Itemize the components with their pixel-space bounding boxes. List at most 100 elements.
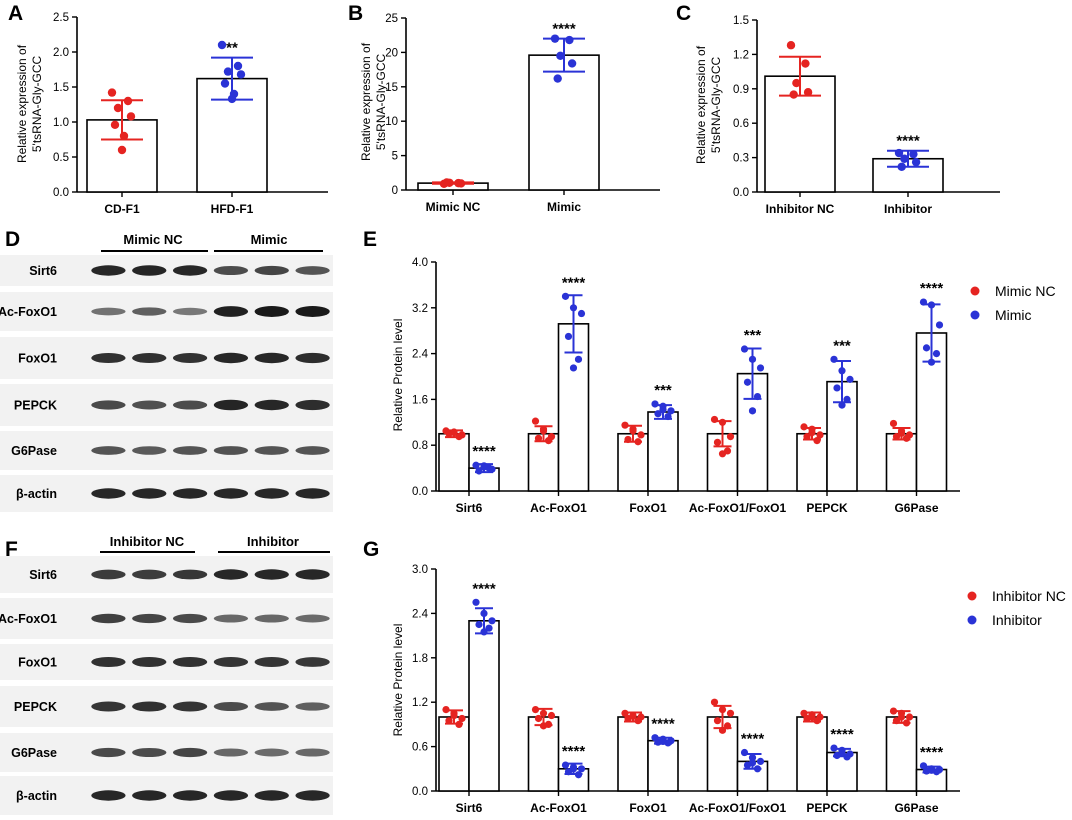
ctrl-4-point [808, 429, 816, 437]
cat-1-point [223, 67, 233, 76]
blot-d-row-label: PEPCK [14, 399, 57, 413]
x-tick-label: Sirt6 [456, 801, 483, 815]
cat-1-point [565, 35, 574, 45]
blot-band [213, 446, 249, 455]
blot-f-row-label: Sirt6 [29, 568, 57, 582]
blot-band [132, 613, 167, 624]
x-tick-label: CD-F1 [104, 202, 140, 216]
treat-3-point [740, 345, 749, 353]
significance-label: **** [920, 280, 944, 297]
blot-f-row-label: G6Pase [11, 746, 57, 760]
cat-1-point [900, 154, 909, 163]
treat-4-point [846, 375, 854, 383]
panel-c-label: C [676, 2, 691, 25]
panel-a-ylabel-line1: Relative expression of [15, 44, 29, 163]
panel-e-label: E [363, 228, 377, 251]
ctrl-2-point [621, 421, 629, 429]
x-tick-label: Ac-FoxO1 [530, 501, 587, 515]
y-tick-label: 4.0 [412, 257, 428, 269]
cat-1-point [909, 149, 918, 159]
y-tick-label: 5 [392, 151, 398, 163]
significance-label: **** [562, 743, 586, 760]
legend-label: Mimic NC [995, 283, 1056, 299]
treat-5-point [927, 766, 936, 774]
treat-4-point [838, 401, 846, 409]
treat-2-bar [647, 411, 679, 492]
cat-1-point [220, 79, 230, 88]
ctrl-2-point [629, 712, 637, 720]
y-tick-label: 3.0 [412, 564, 428, 576]
legend-marker [967, 591, 977, 601]
significance-label: *** [744, 327, 762, 344]
y-tick-label: 20 [385, 47, 398, 59]
treat-1-point [564, 332, 573, 341]
ctrl-3-point [723, 722, 732, 730]
panel-g-label: G [363, 538, 379, 561]
blot-band [132, 265, 167, 276]
blot-band [132, 790, 167, 801]
treat-1-point [577, 309, 586, 318]
ctrl-4-point [800, 423, 808, 431]
x-tick-label: G6Pase [894, 801, 938, 815]
blot-band [91, 790, 126, 801]
blot-band [172, 569, 208, 580]
significance-label: **** [472, 580, 496, 597]
treat-3-point [748, 355, 757, 363]
cat-1-point [236, 70, 246, 79]
significance-label: *** [833, 337, 851, 354]
panel-f-label: F [5, 538, 18, 561]
y-tick-label: 0.9 [733, 84, 749, 96]
ctrl-4-bar [796, 716, 828, 792]
y-tick-label: 25 [385, 13, 398, 25]
treat-1-point [569, 364, 578, 372]
treat-1-point [561, 761, 570, 769]
ctrl-2-bar [617, 432, 649, 492]
blot-d-row-label: Sirt6 [29, 264, 57, 278]
panel-b-ylabel-line2: 5'tsRNA-Gly-GCC [374, 54, 388, 151]
blot-f-group-2: Inhibitor [247, 534, 299, 549]
blot-band [213, 488, 249, 499]
blot-band [295, 352, 330, 364]
ctrl-1-point [539, 427, 548, 435]
significance-label: **** [830, 726, 854, 743]
ctrl-5-point [897, 429, 906, 437]
cat-1-point [227, 94, 237, 104]
treat-3-point [756, 757, 765, 766]
blot-f-row-label: PEPCK [14, 700, 57, 714]
treat-2-point [659, 406, 667, 414]
x-tick-label: FoxO1 [629, 801, 667, 815]
blot-band [295, 488, 330, 499]
blot-band [132, 352, 167, 364]
panel-c-ylabel-line2: 5'tsRNA-Gly-GCC [709, 57, 723, 154]
ctrl-0-point [455, 720, 463, 729]
treat-2-point [654, 410, 662, 418]
cat-1-point [233, 61, 243, 71]
chart-b: 0 5 10 15 20 25 Mimic NC Mimic **** [385, 13, 660, 214]
ctrl-0-point [442, 706, 450, 714]
blot-band [172, 790, 208, 801]
y-tick-label: 2.4 [412, 349, 429, 361]
significance-label: **** [552, 21, 576, 38]
treat-1-point [561, 292, 570, 300]
x-tick-label: Ac-FoxO1/FoxO1 [689, 801, 787, 815]
blot-band [172, 701, 208, 712]
treat-0-bar [468, 619, 500, 792]
blot-band [295, 306, 330, 317]
blot-d-row-label: β-actin [16, 487, 57, 501]
panel-g-ylabel: Relative Protein level [391, 624, 405, 737]
ctrl-2-bar [617, 716, 649, 792]
x-tick-label: Ac-FoxO1/FoxO1 [689, 501, 787, 515]
ctrl-1-point [531, 706, 540, 714]
y-tick-label: 0.0 [412, 486, 428, 498]
blot-band [172, 446, 208, 455]
legend-label: Inhibitor [992, 612, 1042, 628]
y-tick-label: 0.6 [733, 118, 749, 130]
cat-0-point [126, 112, 136, 121]
blot-band [91, 701, 126, 712]
treat-0-point [472, 461, 480, 469]
treat-0-point [485, 624, 493, 632]
ctrl-1-point [539, 709, 548, 717]
blot-band [295, 702, 330, 711]
treat-5-point [932, 350, 941, 358]
panel-a-ylabel-line2: 5'tsRNA-Gly-GCC [30, 56, 44, 153]
